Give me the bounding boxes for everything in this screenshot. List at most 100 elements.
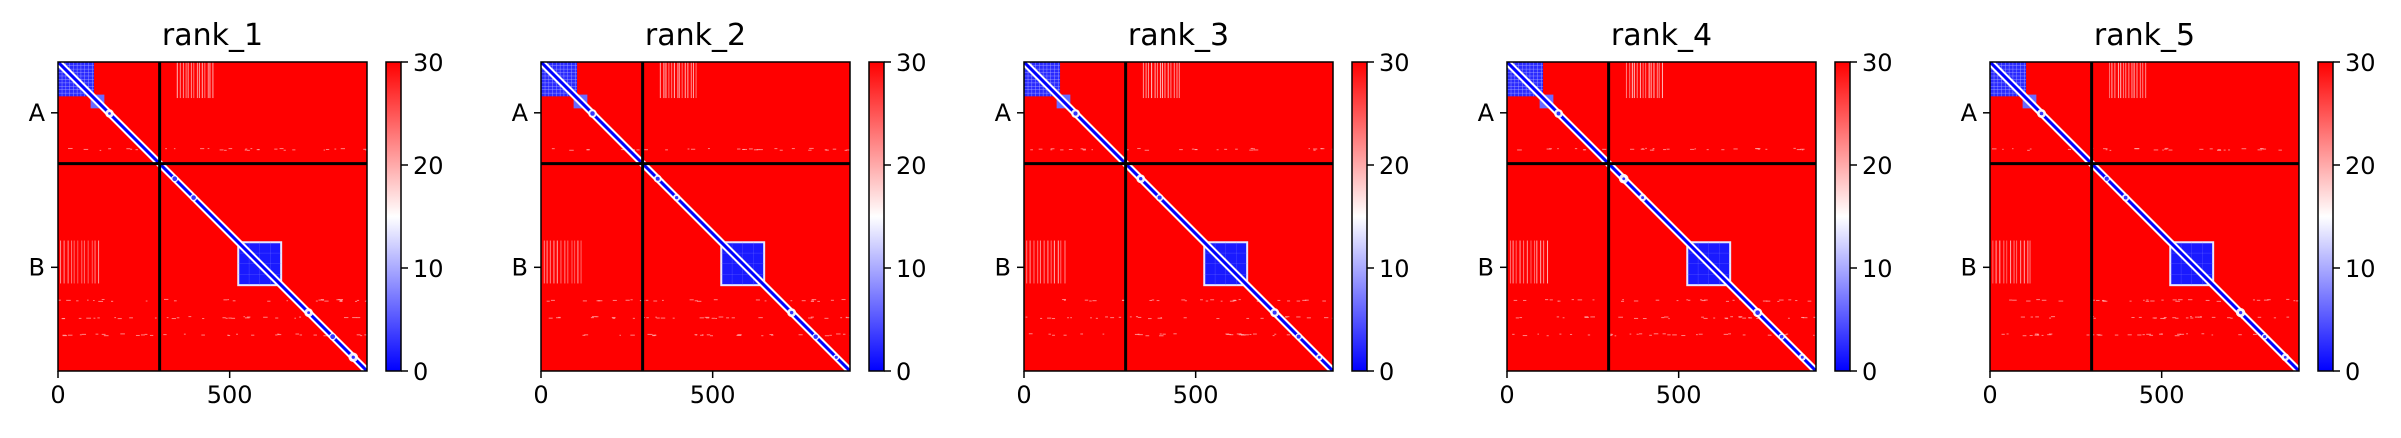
- speckle: [2086, 334, 2090, 336]
- speckle: [1701, 300, 1706, 302]
- speckle: [1796, 149, 1802, 151]
- light-stripe: [668, 62, 670, 99]
- speckle: [1640, 148, 1645, 150]
- speckle: [1272, 335, 1275, 337]
- colorbar-tick-label: 30: [1862, 49, 1893, 77]
- speckle: [58, 299, 61, 301]
- speckle: [1652, 147, 1655, 150]
- speckle: [2058, 300, 2064, 302]
- diag-blob-core: [2239, 311, 2243, 315]
- speckle: [1742, 317, 1747, 319]
- diag-blob-core: [2283, 355, 2287, 359]
- light-stripe: [580, 240, 582, 284]
- speckle: [339, 299, 343, 301]
- speckle: [2093, 317, 2096, 319]
- speckle: [2199, 148, 2204, 150]
- light-stripe: [1658, 62, 1660, 99]
- light-stripe: [1543, 240, 1545, 284]
- light-stripe: [1639, 62, 1641, 99]
- light-stripe: [1629, 62, 1631, 99]
- light-stripe: [63, 240, 65, 284]
- speckle: [1721, 149, 1725, 151]
- light-stripe: [1043, 240, 1045, 284]
- speckle: [2179, 333, 2185, 335]
- speckle: [1569, 333, 1573, 335]
- speckle: [2102, 300, 2108, 302]
- x-tick-label: 0: [1982, 381, 1997, 409]
- speckle: [2216, 300, 2222, 302]
- speckle: [1179, 149, 1183, 151]
- speckle: [2227, 317, 2231, 319]
- light-stripe: [193, 62, 195, 99]
- speckle: [1587, 334, 1591, 336]
- speckle: [1110, 317, 1115, 319]
- speckle: [809, 147, 814, 149]
- speckle: [1742, 334, 1746, 336]
- speckle: [93, 299, 95, 302]
- panel-rank_4: rank_4 0 500 A B 0 10 20 30: [1478, 18, 1893, 409]
- light-stripe: [1661, 62, 1663, 99]
- colorbar-tick-label: 20: [413, 152, 444, 180]
- light-stripe: [553, 240, 555, 284]
- speckle: [810, 316, 814, 318]
- light-stripe: [182, 62, 184, 99]
- speckle: [1699, 299, 1703, 301]
- speckle: [1210, 299, 1215, 301]
- colorbar: [868, 61, 885, 372]
- speckle: [98, 300, 104, 302]
- speckle: [2273, 317, 2277, 319]
- diag-blob-core: [191, 195, 196, 200]
- light-stripe: [1992, 240, 1994, 284]
- light-stripe: [663, 62, 665, 99]
- speckle: [595, 316, 599, 318]
- speckle: [1787, 317, 1790, 319]
- speckle: [705, 317, 710, 319]
- speckle: [1748, 317, 1751, 319]
- block-grid: [541, 72, 578, 73]
- light-stripe: [1154, 62, 1156, 99]
- light-stripe: [671, 62, 673, 99]
- speckle: [250, 148, 253, 150]
- speckle: [355, 300, 358, 302]
- speckle: [569, 149, 574, 151]
- speckle: [2129, 300, 2132, 302]
- speckle: [2185, 317, 2189, 319]
- speckle: [817, 300, 820, 302]
- speckle: [660, 317, 666, 319]
- light-stripe: [196, 62, 198, 99]
- speckle: [1513, 299, 1518, 301]
- speckle: [647, 333, 651, 335]
- speckle: [2257, 149, 2263, 151]
- speckle: [845, 317, 850, 319]
- speckle: [630, 334, 635, 336]
- colorbar-tick-label: 10: [2345, 255, 2376, 283]
- block-grid: [1507, 65, 1544, 66]
- light-stripe: [1164, 62, 1166, 99]
- speckle: [2172, 317, 2176, 319]
- speckle: [689, 299, 694, 301]
- speckle: [699, 317, 704, 319]
- speckle: [1649, 149, 1654, 151]
- diag-blob-core: [2123, 195, 2128, 200]
- speckle: [1557, 300, 1559, 302]
- speckle: [656, 317, 660, 319]
- speckle: [808, 149, 812, 151]
- x-tick-label: 0: [1016, 381, 1031, 409]
- speckle: [546, 300, 550, 302]
- speckle: [2163, 318, 2166, 320]
- block-grid: [84, 62, 85, 97]
- block-grid: [541, 68, 578, 70]
- light-stripe: [577, 240, 579, 284]
- diag-blob-core: [834, 355, 838, 359]
- light-stripe: [1170, 62, 1172, 99]
- block-grid: [58, 92, 95, 94]
- block-grid: [1050, 62, 1051, 97]
- speckle: [1322, 300, 1326, 302]
- speckle: [207, 148, 210, 150]
- light-stripe: [1145, 62, 1147, 99]
- speckle: [2145, 300, 2150, 302]
- block-grid: [2012, 62, 2014, 97]
- light-stripe: [2111, 62, 2113, 99]
- light-stripe: [190, 62, 192, 99]
- speckle: [2035, 316, 2039, 318]
